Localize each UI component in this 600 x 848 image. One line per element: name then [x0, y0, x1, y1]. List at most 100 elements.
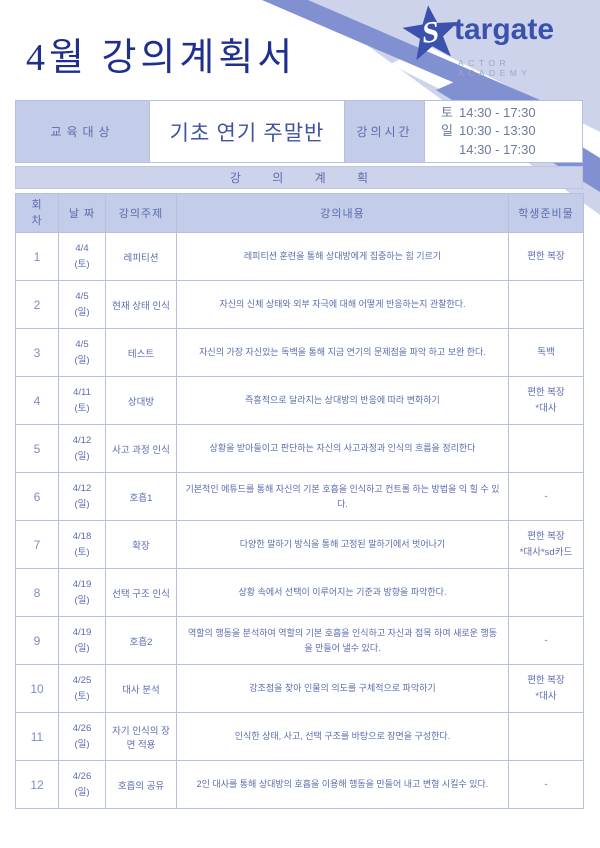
- session-topic: 호흡2: [105, 616, 177, 665]
- session-topic: 레피티션: [105, 232, 177, 281]
- session-topic: 상대방: [105, 376, 177, 425]
- session-topic: 대사 분석: [105, 664, 177, 713]
- session-date: 4/12 (일): [58, 424, 106, 473]
- session-number: 6: [15, 472, 59, 521]
- stargate-logo: S targate ACTOR ACADEMY: [402, 4, 587, 78]
- session-content: 상황을 받아들이고 판단하는 자신의 사고과정과 인식의 흐름을 정리한다: [176, 424, 509, 473]
- session-materials: 편한 복장 *대사: [508, 376, 584, 425]
- session-materials: [508, 424, 584, 473]
- session-materials: 편한 복장: [508, 232, 584, 281]
- schedule-time: 14:30 - 17:30: [459, 141, 536, 157]
- session-content: 자신의 가장 자신있는 독백을 통해 지금 연기의 문제점을 파악 하고 보완 …: [176, 328, 509, 377]
- star-icon: S: [399, 1, 463, 65]
- session-materials: -: [508, 760, 584, 809]
- schedule-line: 일 10:30 - 13:30: [441, 122, 536, 140]
- session-date-value: 4/5: [75, 291, 89, 303]
- col-header-topic: 강의주제: [105, 193, 177, 233]
- plan-banner: 강 의 계 획: [15, 166, 583, 189]
- session-date: 4/5 (일): [58, 328, 106, 377]
- session-row: 7 4/18 (토) 확장 다양한 말하기 방식을 통해 고정된 말하기에서 벗어나기 편…: [15, 520, 584, 569]
- session-materials: 독백: [508, 328, 584, 377]
- schedule-time: 14:30 - 17:30: [459, 104, 536, 120]
- session-materials: [508, 280, 584, 329]
- session-content: 즉흥적으로 달라지는 상대방의 반응에 따라 변화하기: [176, 376, 509, 425]
- session-date-value: 4/5: [75, 339, 89, 351]
- session-number: 8: [15, 568, 59, 617]
- session-materials: [508, 568, 584, 617]
- session-content: 강조점을 찾아 인물의 의도를 구체적으로 파악하기: [176, 664, 509, 713]
- session-topic: 선택 구조 인식: [105, 568, 177, 617]
- session-date-day: (일): [74, 594, 90, 606]
- session-date-day: (토): [74, 690, 90, 702]
- session-row: 2 4/5 (일) 현재 상태 인식 자신의 신체 상태와 외부 자극에 대해 어떻게 …: [15, 280, 584, 329]
- col-header-materials: 학생준비물: [508, 193, 584, 233]
- schedule-line: 14:30 - 17:30: [441, 141, 536, 159]
- session-date-value: 4/18: [72, 531, 92, 543]
- session-date-value: 4/26: [72, 771, 92, 783]
- session-date: 4/19 (일): [58, 616, 106, 665]
- session-number: 10: [15, 664, 59, 713]
- session-date-day: (일): [74, 786, 90, 798]
- session-materials: [508, 712, 584, 761]
- session-date-value: 4/4: [75, 243, 89, 255]
- schedule-lines: 토 14:30 - 17:30 일 10:30 - 13:30 14:30 - 17:3…: [424, 100, 583, 163]
- education-target-label: 교육대상: [15, 100, 150, 163]
- session-number: 4: [15, 376, 59, 425]
- schedule-day: 일: [441, 123, 453, 139]
- schedule-day: 토: [441, 104, 453, 120]
- plan-table-body: 1 4/4 (토) 레피티션 레피티션 훈련을 통해 상대방에게 집중하는 힘 기르기 편…: [15, 232, 584, 809]
- session-date: 4/19 (일): [58, 568, 106, 617]
- session-content: 레피티션 훈련을 통해 상대방에게 집중하는 힘 기르기: [176, 232, 509, 281]
- session-row: 10 4/25 (토) 대사 분석 강조점을 찾아 인물의 의도를 구체적으로 파악하기…: [15, 664, 584, 713]
- session-topic: 호흡의 공유: [105, 760, 177, 809]
- logo-wordmark: targate: [454, 13, 555, 46]
- session-content: 인식한 상태, 사고, 선택 구조를 바탕으로 장면을 구성한다.: [176, 712, 509, 761]
- session-topic: 사고 과정 인식: [105, 424, 177, 473]
- session-topic: 테스트: [105, 328, 177, 377]
- schedule-time: 10:30 - 13:30: [459, 123, 536, 139]
- session-content: 상황 속에서 선택이 이루어지는 기준과 방향을 파악한다.: [176, 568, 509, 617]
- session-date-day: (일): [74, 642, 90, 654]
- session-materials: 편한 복장 *대사*sd카드: [508, 520, 584, 569]
- logo-subtitle: ACTOR ACADEMY: [458, 58, 532, 78]
- session-materials: 편한 복장 *대사: [508, 664, 584, 713]
- session-date-value: 4/11: [73, 387, 91, 399]
- session-number: 7: [15, 520, 59, 569]
- session-content: 다양한 말하기 방식을 통해 고정된 말하기에서 벗어나기: [176, 520, 509, 569]
- session-date: 4/11 (토): [58, 376, 106, 425]
- session-number: 1: [15, 232, 59, 281]
- session-date: 4/25 (토): [58, 664, 106, 713]
- col-header-content: 강의내용: [176, 193, 509, 233]
- session-date: 4/26 (일): [58, 760, 106, 809]
- session-number: 11: [15, 712, 59, 761]
- schedule-line: 토 14:30 - 17:30: [441, 104, 536, 122]
- session-row: 3 4/5 (일) 테스트 자신의 가장 자신있는 독백을 통해 지금 연기의 문제점을…: [15, 328, 584, 377]
- session-topic: 호흡1: [105, 472, 177, 521]
- session-date: 4/18 (토): [58, 520, 106, 569]
- session-row: 6 4/12 (일) 호흡1 기본적인 에튜드를 통해 자신의 기본 호흡을 인식하고 …: [15, 472, 584, 521]
- session-number: 5: [15, 424, 59, 473]
- col-header-date: 날 짜: [58, 193, 106, 233]
- session-row: 11 4/26 (일) 자기 인식의 장면 적용 인식한 상태, 사고, 선택 구조를 …: [15, 712, 584, 761]
- session-date-day: (일): [74, 354, 90, 366]
- session-content: 역할의 행동을 분석하여 역할의 기본 호흡을 인식하고 자신과 접목 하여 새…: [176, 616, 509, 665]
- session-row: 12 4/26 (일) 호흡의 공유 2인 대사를 통해 상대방의 호흡을 이용해 행동…: [15, 760, 584, 809]
- session-number: 3: [15, 328, 59, 377]
- session-date-day: (일): [74, 498, 90, 510]
- session-content: 기본적인 에튜드를 통해 자신의 기본 호흡을 인식하고 컨트롤 하는 방법을 …: [176, 472, 509, 521]
- session-date: 4/5 (일): [58, 280, 106, 329]
- session-content: 2인 대사를 통해 상대방의 호흡을 이용해 행동을 만들어 내고 변형 시킬수…: [176, 760, 509, 809]
- session-date-value: 4/25: [72, 675, 92, 687]
- session-date-day: (토): [74, 402, 90, 414]
- lecture-time-label: 강의시간: [344, 100, 425, 163]
- session-number: 2: [15, 280, 59, 329]
- logo-star-letter: S: [421, 15, 440, 51]
- session-materials: -: [508, 472, 584, 521]
- session-date-value: 4/19: [72, 579, 92, 591]
- session-row: 9 4/19 (일) 호흡2 역할의 행동을 분석하여 역할의 기본 호흡을 인식하고 …: [15, 616, 584, 665]
- session-topic: 자기 인식의 장면 적용: [105, 712, 177, 761]
- session-topic: 확장: [105, 520, 177, 569]
- col-header-session: 회차: [15, 193, 59, 233]
- session-row: 8 4/19 (일) 선택 구조 인식 상황 속에서 선택이 이루어지는 기준과 방향을…: [15, 568, 584, 617]
- session-row: 1 4/4 (토) 레피티션 레피티션 훈련을 통해 상대방에게 집중하는 힘 기르기 편…: [15, 232, 584, 281]
